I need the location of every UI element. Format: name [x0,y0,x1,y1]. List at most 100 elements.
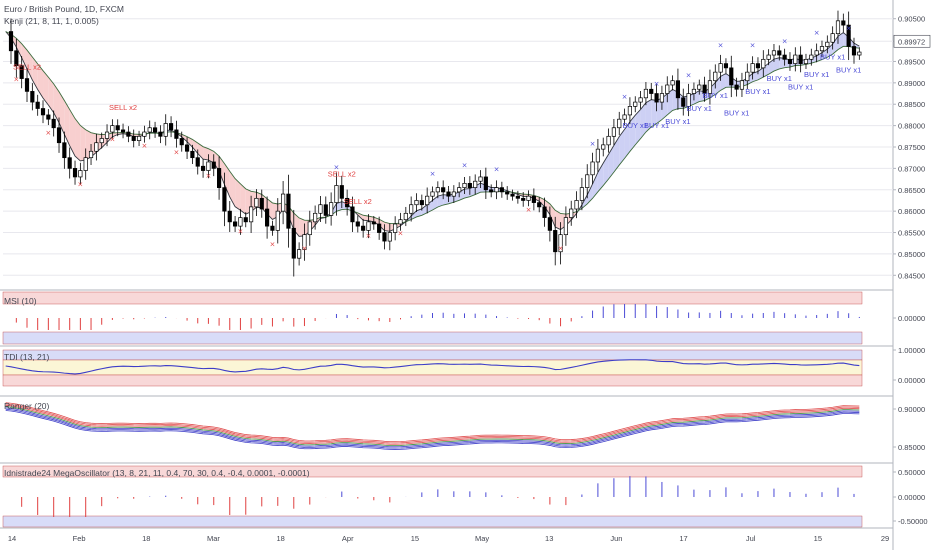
x-tick-label: Jul [746,534,756,543]
cloud-segment [240,183,246,215]
cloud-segment [624,121,630,159]
cloud-segment [667,89,673,115]
indicator-panels: 0.00000 1.00000 0.00000 0.90000 0.85000 0.500… [2,291,928,528]
cross-marker: × [718,42,724,50]
candle [707,80,713,94]
candle [233,221,238,227]
panel-band [2,349,863,361]
cross-marker: × [141,142,147,150]
candle [846,24,851,47]
candle [654,93,659,103]
cloud-segment [779,57,785,69]
candle [211,161,216,169]
cross-marker: × [77,181,83,189]
cloud-segment [651,99,657,127]
candle [467,183,472,188]
candle [777,50,782,56]
cloud-segment [469,186,476,197]
slow-average-line [5,31,860,225]
candle [403,212,408,221]
candle [643,88,649,99]
candle [339,185,344,199]
panel-band [2,291,863,305]
x-tick-label: 13 [545,534,553,543]
cloud-segment [427,200,433,213]
cloud-segment [587,183,593,204]
candle [94,142,99,152]
candle [825,41,830,47]
candle [510,193,515,197]
candle [723,63,729,69]
candle [601,144,606,150]
cloud-segment [48,77,54,113]
cloud-segment [224,163,230,197]
x-tick-label: Feb [73,534,86,543]
x-tick-label: 18 [142,534,150,543]
signal-label: BUY x1 [788,83,813,92]
signal-label: BUY x1 [644,121,669,130]
cross-marker: × [526,206,532,214]
candle [857,51,862,56]
ranger-line [5,404,860,445]
signal-label: SELL x2 [109,103,137,112]
cross-marker: × [654,80,660,88]
candle [478,176,483,182]
cloud-segment [27,50,33,80]
cloud-segment [43,70,49,106]
candle [179,138,184,146]
cloud-segment [821,49,828,60]
candle [425,195,430,206]
candle [734,84,739,90]
candle [665,84,670,94]
panel-label-megaoscillator: Idnistrade24 MegaOscillator (13, 8, 21, … [4,468,310,478]
candle [371,221,376,225]
cross-marker: × [366,232,372,240]
candle [542,206,547,218]
candle [830,33,835,43]
candle [291,227,296,259]
panel-band [2,465,863,478]
candle [297,249,302,259]
cloud-segment [592,172,598,199]
panel-label-msi: MSI (10) [4,296,37,306]
candle [238,217,243,227]
candle [270,225,275,231]
candle [334,185,339,203]
x-tick-label: Jun [610,534,622,543]
candle [553,230,558,253]
candle [329,202,334,216]
cross-marker: × [494,166,500,174]
candle [281,193,286,212]
cross-marker: × [622,93,628,101]
candle [184,144,190,152]
candle [457,187,462,193]
candle [729,67,734,86]
candle [531,195,536,203]
cloud-segment [640,102,646,139]
candle [622,114,627,120]
candle [393,223,398,233]
candle [670,80,675,86]
candle [761,58,766,69]
candle [462,183,467,188]
x-tick-label: 17 [679,534,687,543]
signal-label: BUY x1 [836,65,861,74]
y-tick-label: 0.87000 [898,164,925,173]
cloud-segment [368,216,374,222]
x-tick-label: 15 [814,534,822,543]
cloud-segment [379,219,385,231]
signal-label: BUY x1 [665,117,690,126]
candle [638,97,643,103]
cloud-segment [747,73,753,85]
candle [483,176,488,191]
candle [441,187,446,193]
cross-marker: × [462,161,468,169]
cross-marker: × [430,170,436,178]
candle [35,101,40,109]
cloud-segment [603,154,609,186]
candle [771,50,777,56]
cloud-segment [373,217,380,226]
candle [195,157,200,167]
